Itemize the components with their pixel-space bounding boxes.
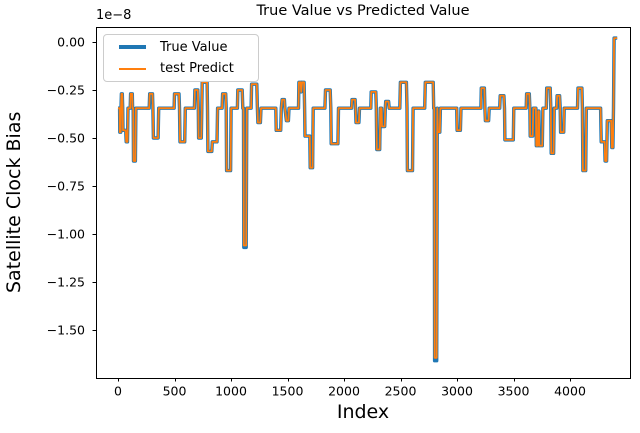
x-tick-label: 1000 bbox=[215, 384, 247, 399]
y-tick-label: −0.50 bbox=[47, 130, 85, 145]
y-axis-offset-text: 1e−8 bbox=[96, 8, 132, 23]
x-tick-label: 0 bbox=[114, 384, 122, 399]
y-tick-label: −1.00 bbox=[47, 226, 85, 241]
series-line-0 bbox=[117, 36, 618, 363]
x-tick-label: 2000 bbox=[328, 384, 360, 399]
y-tick-label: −0.25 bbox=[47, 82, 85, 97]
x-tick-label: 1500 bbox=[272, 384, 304, 399]
x-axis-label: Index bbox=[336, 401, 390, 423]
x-tick-label: 2500 bbox=[385, 384, 417, 399]
chart-title: True Value vs Predicted Value bbox=[256, 3, 470, 19]
legend-label: test Predict bbox=[160, 61, 234, 77]
x-tick-label: 4000 bbox=[554, 384, 586, 399]
y-tick-label: −1.25 bbox=[47, 274, 85, 289]
x-tick-label: 3500 bbox=[498, 384, 530, 399]
x-tick-label: 3000 bbox=[441, 384, 473, 399]
series-line-1 bbox=[118, 37, 618, 359]
axes-frame bbox=[96, 27, 631, 379]
y-tick-label: 0.00 bbox=[57, 34, 85, 49]
legend-entry-1: test Predict bbox=[119, 61, 254, 78]
x-tick-label: 500 bbox=[163, 384, 187, 399]
legend-label: True Value bbox=[160, 39, 228, 55]
y-axis-label: Satellite Clock Bias bbox=[3, 111, 25, 294]
legend-line-sample bbox=[119, 45, 146, 50]
legend-line-sample bbox=[119, 67, 146, 70]
y-tick-label: −0.75 bbox=[47, 178, 85, 193]
legend-entry-0: True Value bbox=[119, 39, 254, 56]
y-tick-label: −1.50 bbox=[47, 322, 85, 337]
legend: True Value test Predict bbox=[103, 34, 259, 82]
